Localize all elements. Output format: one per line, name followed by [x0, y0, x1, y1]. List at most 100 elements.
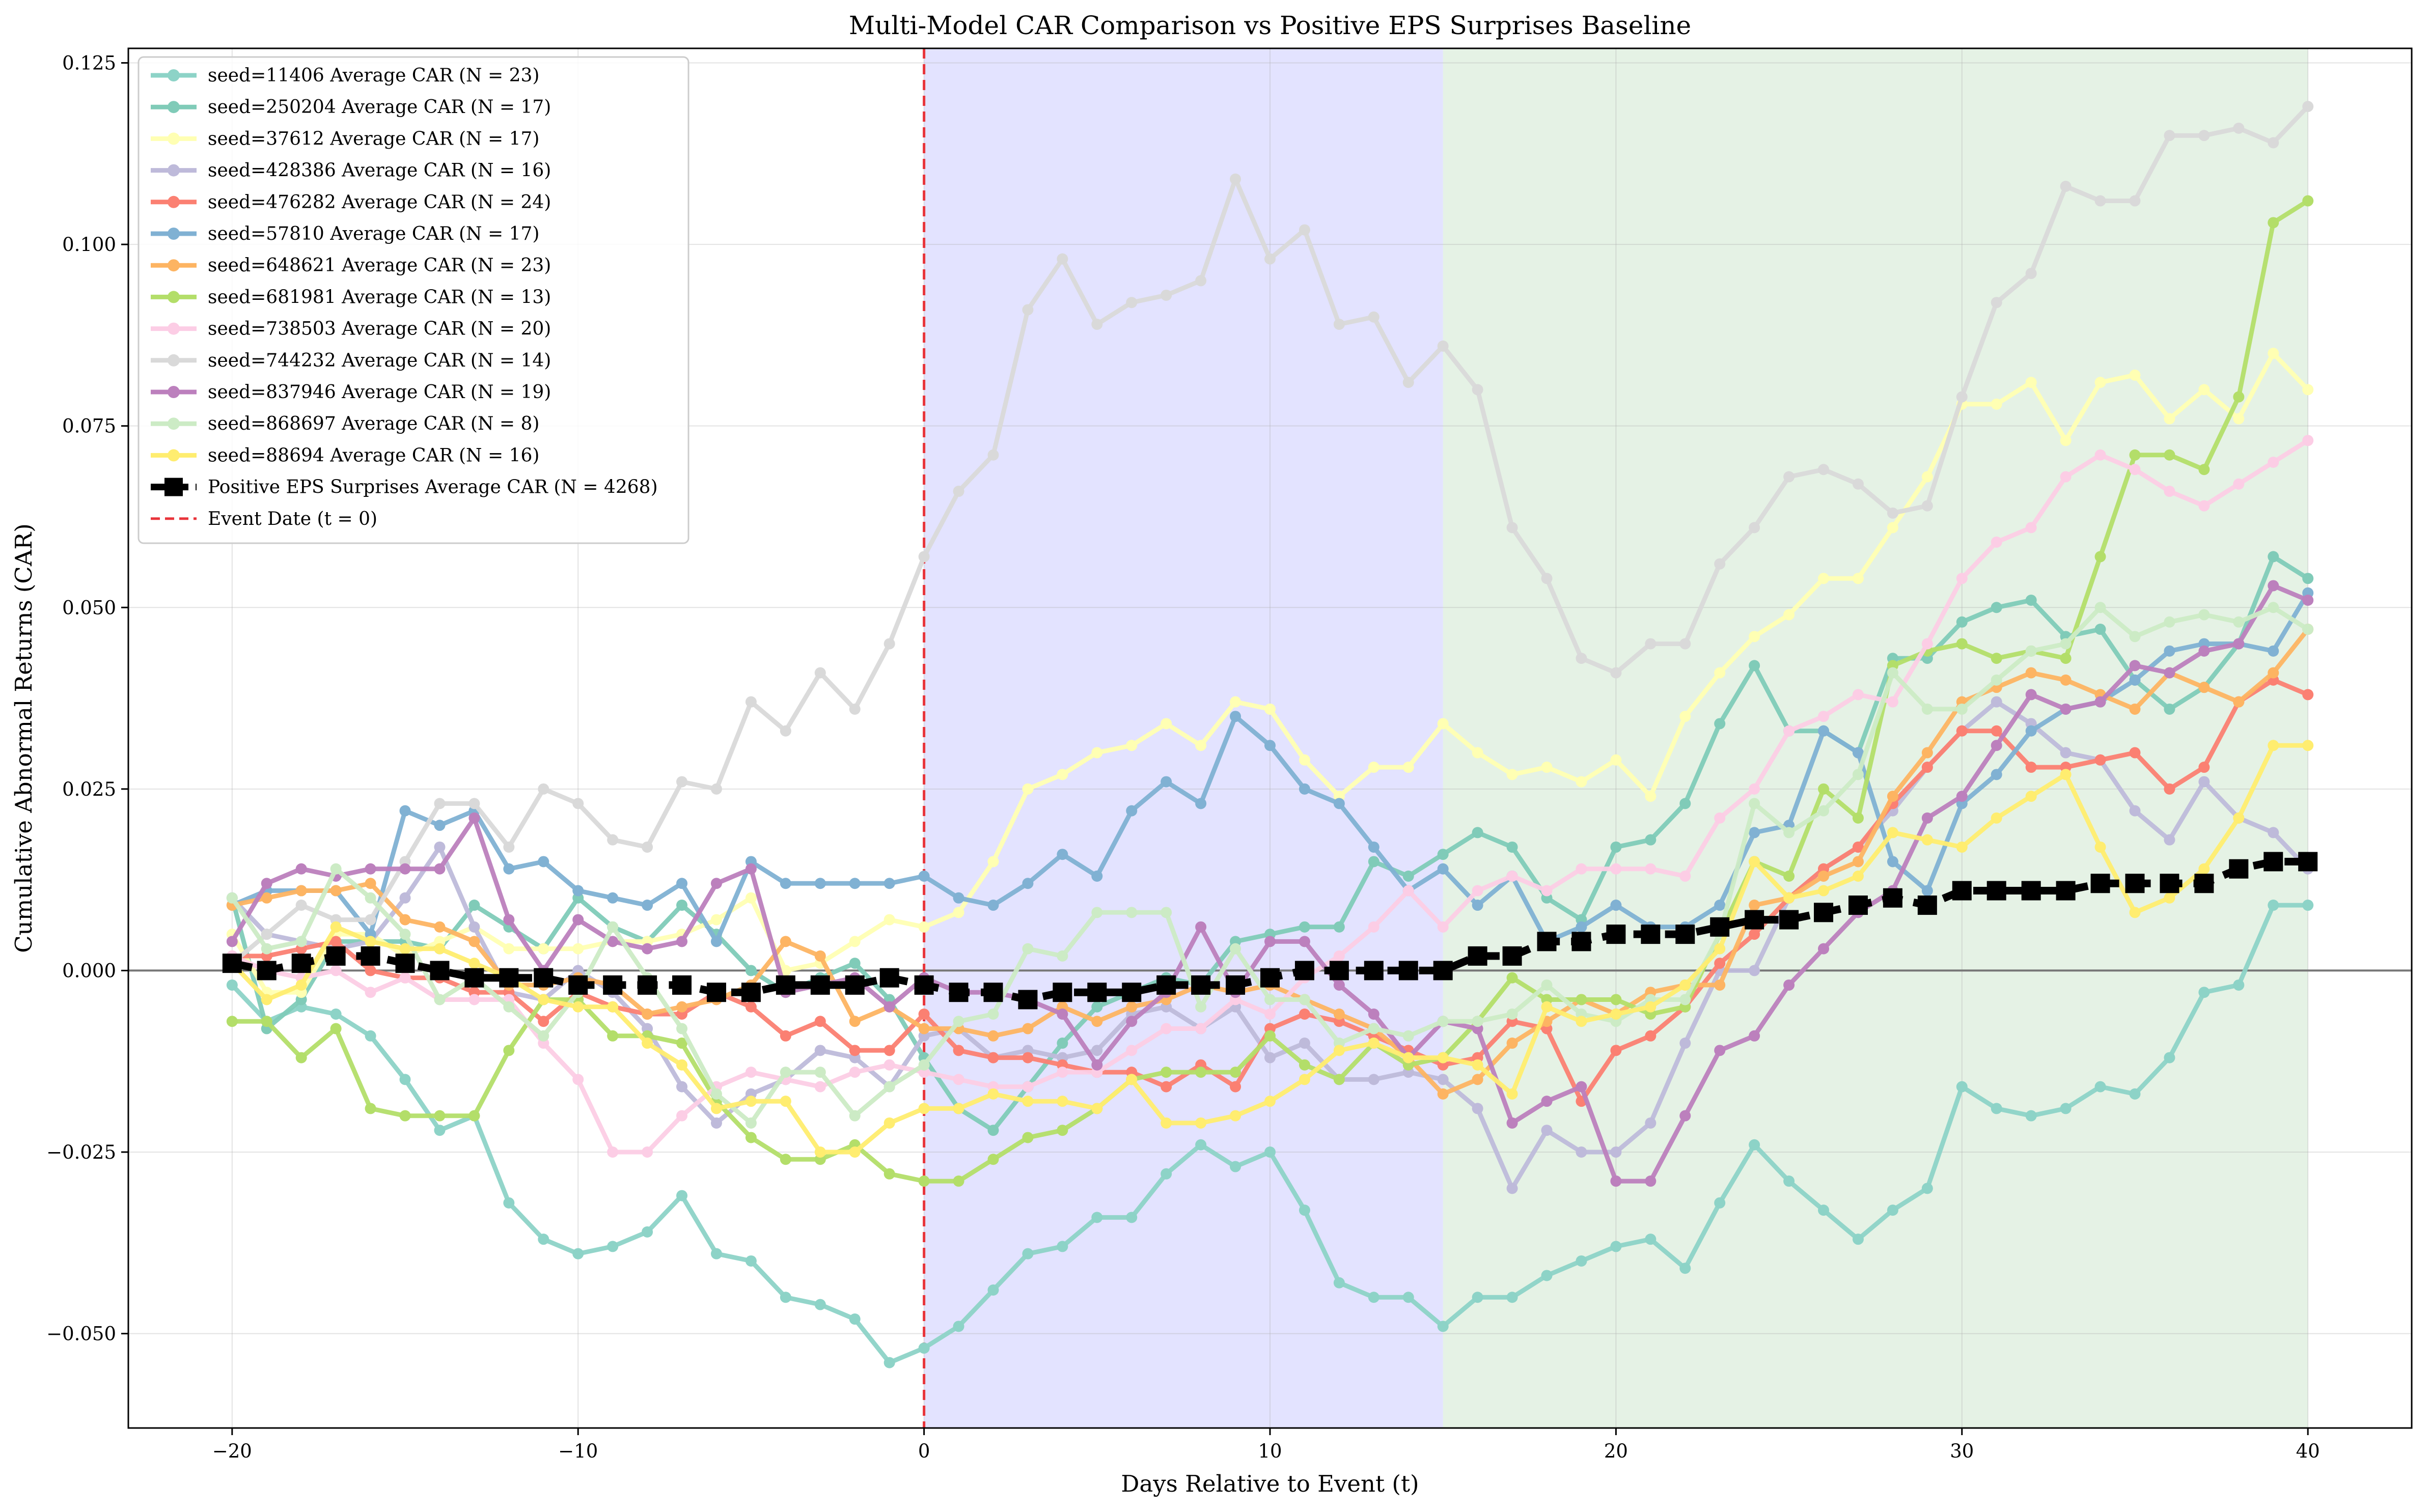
- series-point: [261, 1016, 272, 1027]
- series-point: [399, 1074, 411, 1085]
- series-point: [1299, 1059, 1310, 1071]
- series-point: [1610, 994, 1622, 1005]
- series-point: [1818, 783, 1830, 795]
- series-point: [1749, 522, 1760, 534]
- series-point: [399, 972, 411, 984]
- series-point: [1368, 1038, 1379, 1049]
- series-point: [676, 1001, 688, 1013]
- series-point: [918, 871, 930, 882]
- x-tick-label: 0: [918, 1440, 930, 1462]
- baseline-point: [1294, 961, 1314, 981]
- series-point: [1749, 1030, 1760, 1042]
- baseline-point: [568, 975, 588, 995]
- series-point: [1714, 979, 1726, 991]
- series-point: [226, 1016, 238, 1027]
- series-point: [572, 1248, 584, 1259]
- series-point: [710, 914, 722, 926]
- series-point: [1921, 762, 1933, 773]
- series-point: [2164, 783, 2175, 795]
- series-point: [1161, 718, 1172, 730]
- series-point: [953, 892, 964, 904]
- series-point: [2164, 834, 2175, 846]
- legend-label: seed=868697 Average CAR (N = 8): [208, 413, 539, 434]
- baseline-point: [291, 954, 311, 973]
- series-point: [1956, 616, 1968, 628]
- series-point: [745, 1255, 757, 1267]
- series-point: [1921, 812, 1933, 824]
- series-point: [468, 994, 480, 1005]
- series-point: [1091, 1045, 1103, 1056]
- series-point: [918, 1175, 930, 1187]
- legend-item-9: seed=744232 Average CAR (N = 14): [151, 350, 551, 371]
- series-point: [1437, 1016, 1449, 1027]
- series-point: [2025, 1110, 2037, 1122]
- series-point: [2094, 1081, 2106, 1093]
- series-point: [399, 929, 411, 940]
- series-point: [676, 1190, 688, 1201]
- series-point: [2302, 195, 2314, 207]
- series-point: [2025, 377, 2037, 388]
- series-point: [1852, 689, 1864, 701]
- series-point: [1368, 856, 1379, 867]
- series-point: [1921, 885, 1933, 897]
- legend-marker: [168, 164, 180, 177]
- series-point: [2129, 674, 2141, 686]
- series-point: [987, 1088, 999, 1100]
- baseline-point: [1018, 990, 1038, 1010]
- baseline-point: [1087, 983, 1107, 1002]
- series-point: [849, 936, 861, 947]
- series-point: [2060, 471, 2072, 483]
- series-point: [1333, 979, 1345, 991]
- series-point: [1645, 1001, 1657, 1013]
- series-point: [2129, 464, 2141, 475]
- y-tick-label: 0.025: [62, 778, 116, 800]
- series-point: [1126, 297, 1138, 309]
- series-point: [676, 776, 688, 788]
- series-point: [1057, 253, 1068, 265]
- series-point: [1541, 1096, 1553, 1107]
- legend-label: seed=476282 Average CAR (N = 24): [208, 192, 551, 213]
- series-point: [884, 1001, 895, 1013]
- series-point: [1749, 1139, 1760, 1151]
- series-point: [2302, 573, 2314, 584]
- series-point: [1437, 1088, 1449, 1100]
- series-9: [226, 101, 2314, 969]
- baseline-point: [776, 975, 795, 995]
- series-point: [710, 936, 722, 947]
- series-point: [434, 1125, 446, 1136]
- series-point: [503, 863, 515, 875]
- series-point: [710, 1103, 722, 1114]
- series-point: [814, 1067, 826, 1078]
- series-point: [1818, 1205, 1830, 1216]
- series-point: [1057, 950, 1068, 962]
- series-point: [1818, 871, 1830, 882]
- series-point: [1333, 921, 1345, 933]
- series-point: [2268, 827, 2279, 838]
- baseline-point: [1917, 895, 1937, 915]
- series-point: [1679, 994, 1691, 1005]
- baseline-point: [949, 983, 969, 1002]
- series-point: [1541, 979, 1553, 991]
- series-point: [1506, 1009, 1518, 1020]
- series-point: [1818, 943, 1830, 955]
- series-point: [365, 878, 376, 889]
- series-point: [710, 1117, 722, 1129]
- series-point: [295, 1052, 307, 1063]
- series-point: [1437, 1052, 1449, 1063]
- series-point: [918, 1103, 930, 1114]
- series-point: [987, 856, 999, 867]
- series-point: [607, 834, 619, 846]
- series-point: [1783, 471, 1795, 483]
- series-point: [2094, 195, 2106, 207]
- series-point: [434, 863, 446, 875]
- series-point: [1818, 573, 1830, 584]
- series-point: [745, 1117, 757, 1129]
- series-point: [1576, 1016, 1587, 1027]
- series-point: [710, 783, 722, 795]
- series-point: [2268, 137, 2279, 149]
- baseline-point: [2125, 874, 2145, 893]
- series-point: [1576, 1255, 1587, 1267]
- series-point: [676, 878, 688, 889]
- series-point: [2268, 645, 2279, 657]
- series-point: [1057, 769, 1068, 780]
